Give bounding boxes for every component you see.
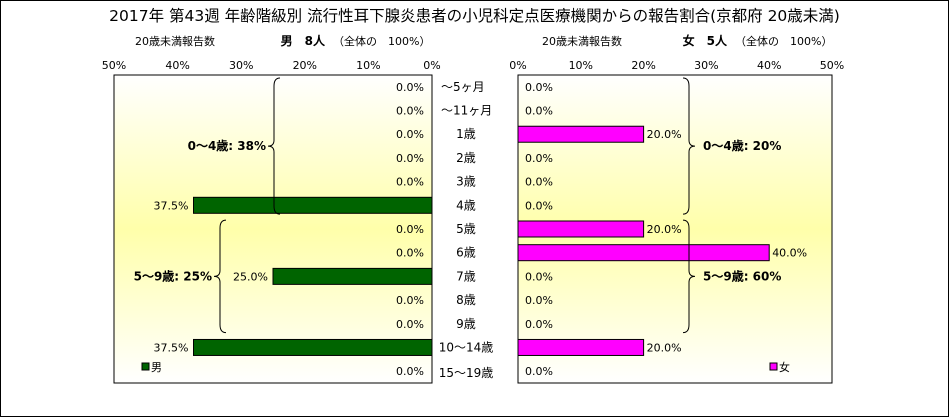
male-bar xyxy=(272,267,433,285)
male-data-label: 0.0% xyxy=(396,223,424,236)
female-bar xyxy=(517,338,645,356)
female-bar xyxy=(517,220,645,238)
male-plot-area xyxy=(113,74,433,384)
male-legend-swatch xyxy=(141,362,150,371)
female-tick-label: 50% xyxy=(820,59,844,72)
female-tick-label: 0% xyxy=(509,59,526,72)
female-data-label: 0.0% xyxy=(525,365,553,378)
male-data-label: 0.0% xyxy=(396,128,424,141)
category-label: 3歳 xyxy=(456,175,476,189)
female-data-label: 0.0% xyxy=(525,199,553,212)
male-data-label: 0.0% xyxy=(396,294,424,307)
male-tick-label: 10% xyxy=(356,59,380,72)
female-tick-label: 40% xyxy=(757,59,781,72)
female-header-count-label: 20歳未満報告数 xyxy=(542,35,622,48)
male-bar xyxy=(193,338,433,356)
male-legend-label: 男 xyxy=(151,361,162,374)
male-panel: 20歳未満報告数 男 8人 （全体の 100%） 0% 10% 20% 30% 40% 50% 0… xyxy=(102,33,441,384)
category-label: 9歳 xyxy=(456,317,476,331)
female-bracket xyxy=(682,219,696,334)
female-bracket-label: 5～9歳: 60% xyxy=(703,268,781,283)
female-data-label: 0.0% xyxy=(525,294,553,307)
male-tick-label: 50% xyxy=(102,59,126,72)
category-label: 10～14歳 xyxy=(439,340,494,354)
female-bracket xyxy=(682,77,696,215)
female-header-total-persons: 女 5人 xyxy=(683,33,728,48)
female-tick-label: 20% xyxy=(631,59,655,72)
female-data-label: 20.0% xyxy=(647,341,682,354)
male-data-label: 0.0% xyxy=(396,247,424,260)
male-bracket-label: 5～9歳: 25% xyxy=(134,268,212,283)
age-category-labels: ～5ヶ月 ～11ヶ月 1歳 2歳 3歳 4歳 5歳 6歳 7歳 8歳 9歳 10～14歳 15～19歳 xyxy=(439,80,494,380)
category-label: ～5ヶ月 xyxy=(441,80,485,94)
male-data-label: 25.0% xyxy=(233,270,268,283)
female-data-label: 0.0% xyxy=(525,176,553,189)
male-tick-label: 20% xyxy=(293,59,317,72)
male-data-label: 37.5% xyxy=(154,341,189,354)
male-header-total-persons: 男 8人 xyxy=(281,33,326,48)
female-tick-label: 30% xyxy=(694,59,718,72)
female-bar xyxy=(517,244,770,262)
male-bracket xyxy=(213,219,227,334)
male-tick-label: 40% xyxy=(165,59,189,72)
male-header-percentage: （全体の 100%） xyxy=(333,34,430,48)
female-bar xyxy=(517,125,645,143)
female-panel: 20歳未満報告数 女 5人 （全体の 100%） 0% 10% 20% 30% 40% 50% 0… xyxy=(509,33,844,384)
female-data-label: 20.0% xyxy=(647,128,682,141)
male-tick-label: 0% xyxy=(423,59,440,72)
male-data-label: 0.0% xyxy=(396,81,424,94)
category-label: 1歳 xyxy=(456,127,476,141)
male-bracket-label: 0～4歳: 38% xyxy=(188,138,266,153)
male-data-label: 0.0% xyxy=(396,318,424,331)
category-label: 7歳 xyxy=(456,269,476,283)
female-data-label: 40.0% xyxy=(772,247,807,260)
category-label: 5歳 xyxy=(456,222,476,236)
female-data-label: 0.0% xyxy=(525,152,553,165)
male-data-label: 0.0% xyxy=(396,105,424,118)
male-header-count-label: 20歳未満報告数 xyxy=(135,35,215,48)
female-legend-swatch xyxy=(769,362,778,371)
category-label: 4歳 xyxy=(456,198,476,212)
category-label: 6歳 xyxy=(456,246,476,260)
male-bar xyxy=(193,196,433,214)
category-label: 8歳 xyxy=(456,293,476,307)
male-data-label: 0.0% xyxy=(396,176,424,189)
category-label: ～11ヶ月 xyxy=(441,104,492,118)
category-label: 2歳 xyxy=(456,151,476,165)
female-header-percentage: （全体の 100%） xyxy=(735,34,832,48)
female-bracket-label: 0～4歳: 20% xyxy=(703,138,781,153)
female-data-label: 0.0% xyxy=(525,270,553,283)
male-data-label: 0.0% xyxy=(396,152,424,165)
female-legend-label: 女 xyxy=(779,360,790,374)
male-bracket xyxy=(267,77,281,215)
male-data-label: 37.5% xyxy=(154,199,189,212)
female-data-label: 0.0% xyxy=(525,81,553,94)
female-data-label: 0.0% xyxy=(525,318,553,331)
female-data-label: 0.0% xyxy=(525,105,553,118)
chart-title: 2017年 第43週 年齢階級別 流行性耳下腺炎患者の小児科定点医療機関からの報… xyxy=(109,7,840,25)
female-data-label: 20.0% xyxy=(647,223,682,236)
category-label: 15～19歳 xyxy=(439,366,494,380)
female-tick-label: 10% xyxy=(569,59,593,72)
male-data-label: 0.0% xyxy=(396,365,424,378)
male-tick-label: 30% xyxy=(229,59,253,72)
